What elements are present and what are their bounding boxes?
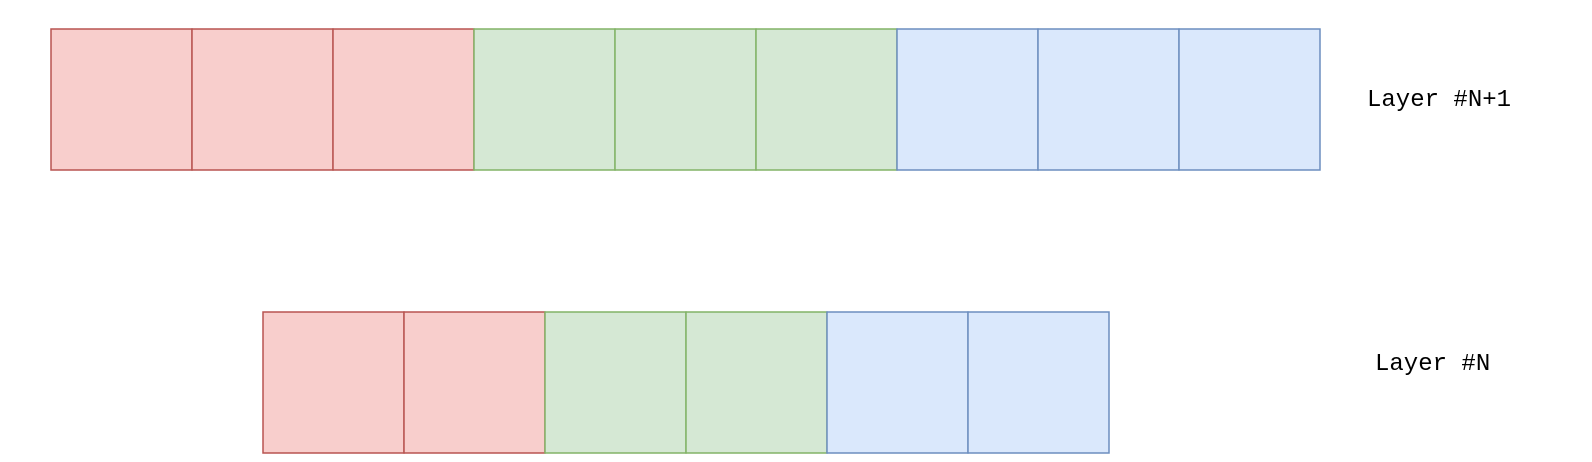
cell-red xyxy=(262,311,405,454)
cell-blue xyxy=(896,28,1039,171)
cell-green xyxy=(473,28,616,171)
layer-n-plus-1-cells xyxy=(50,28,1321,171)
cell-blue xyxy=(967,311,1110,454)
cell-blue xyxy=(1037,28,1180,171)
cell-red xyxy=(403,311,546,454)
cell-red xyxy=(191,28,334,171)
cell-green xyxy=(544,311,687,454)
cell-green xyxy=(755,28,898,171)
cell-red xyxy=(332,28,475,171)
layer-n-cells xyxy=(262,311,1110,454)
cell-blue xyxy=(1178,28,1321,171)
cell-blue xyxy=(826,311,969,454)
layer-n-plus-1: Layer #N+1 xyxy=(50,28,1511,171)
layer-n: Layer #N xyxy=(262,311,1490,454)
layer-n-label: Layer #N xyxy=(1375,351,1490,378)
layer-n-plus-1-label: Layer #N+1 xyxy=(1367,87,1511,114)
cell-green xyxy=(685,311,828,454)
cell-red xyxy=(50,28,193,171)
cell-green xyxy=(614,28,757,171)
